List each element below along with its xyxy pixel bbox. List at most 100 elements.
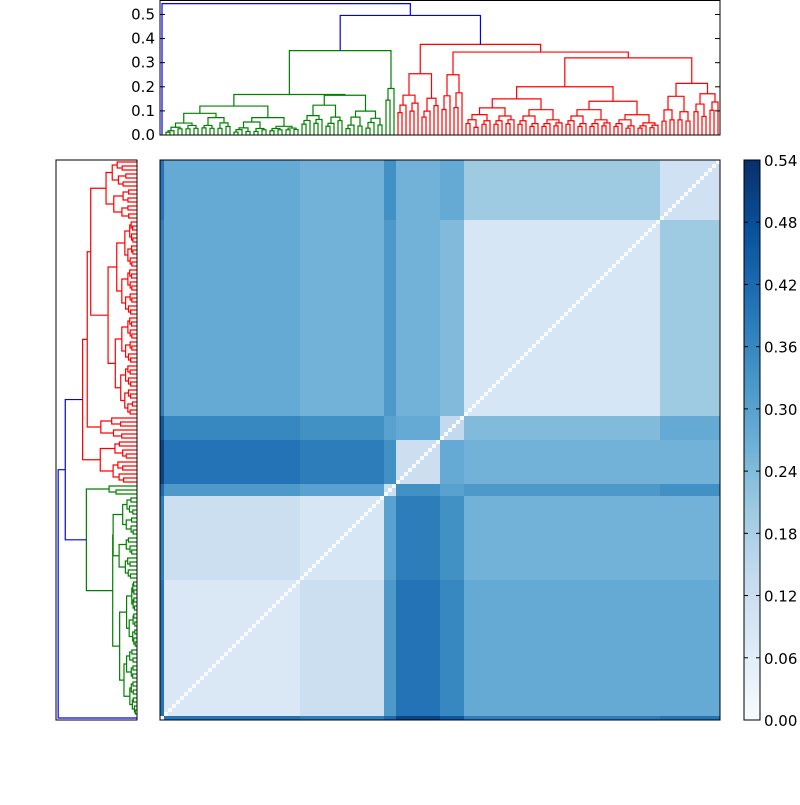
heatmap-diagonal-cell xyxy=(176,700,180,704)
dendrogram-link xyxy=(131,285,137,291)
heatmap-diagonal-cell xyxy=(716,160,720,164)
heatmap-diagonal-cell xyxy=(412,464,416,468)
heatmap-diagonal-cell xyxy=(212,664,216,668)
dendrogram-link xyxy=(426,97,437,112)
dendrogram-link xyxy=(125,595,132,629)
dendrogram-link xyxy=(177,128,183,135)
dendrogram-link xyxy=(493,123,499,135)
heatmap-block xyxy=(160,160,164,220)
dendrogram-link xyxy=(129,317,137,325)
heatmap-block xyxy=(160,416,164,440)
heatmap-diagonal-cell xyxy=(500,376,504,380)
dendrogram-link xyxy=(130,245,137,253)
heatmap-diagonal-cell xyxy=(220,656,224,660)
dendrogram-link xyxy=(131,587,134,605)
dendrogram-link xyxy=(132,657,137,663)
dendrogram-link xyxy=(128,189,137,195)
heatmap-diagonal-cell xyxy=(392,484,396,488)
dendrogram-link xyxy=(130,233,137,241)
dendrogram-link xyxy=(370,117,381,125)
heatmap-diagonal-cell xyxy=(616,260,620,264)
dendrogram-link xyxy=(528,109,554,120)
dendrogram-link xyxy=(118,441,137,447)
dendrogram-link xyxy=(129,561,137,567)
heatmap-block xyxy=(660,440,720,484)
heatmap-diagonal-cell xyxy=(300,576,304,580)
heatmap-diagonal-cell xyxy=(640,236,644,240)
heatmap-block xyxy=(160,496,164,580)
dendrogram-link xyxy=(133,613,137,619)
heatmap-diagonal-cell xyxy=(680,196,684,200)
heatmap-diagonal-cell xyxy=(592,284,596,288)
dendrogram-link xyxy=(639,125,647,135)
dendrogram-link xyxy=(277,129,283,135)
heatmap-diagonal-cell xyxy=(344,532,348,536)
dendrogram-link xyxy=(132,225,137,231)
heatmap-diagonal-cell xyxy=(356,520,360,524)
heatmap-block xyxy=(300,484,384,496)
dendrogram-link xyxy=(576,109,602,120)
dendrogram-link xyxy=(129,257,137,265)
heatmap-block xyxy=(464,416,660,440)
dendrogram-link xyxy=(133,597,137,603)
dendrogram-link xyxy=(397,112,403,135)
heatmap-diagonal-cell xyxy=(292,584,296,588)
dendrogram-link xyxy=(129,393,137,399)
dendrogram-link xyxy=(132,615,135,625)
heatmap-block xyxy=(440,716,464,720)
dendrogram-link xyxy=(185,128,191,135)
dendrogram-link xyxy=(132,529,137,535)
dendrogram-link xyxy=(90,187,109,316)
dendrogram-link xyxy=(411,102,419,135)
heatmap-block xyxy=(164,440,300,484)
heatmap-diagonal-cell xyxy=(184,692,188,696)
dendrogram-link xyxy=(120,374,126,402)
dendrogram-link xyxy=(443,95,451,135)
heatmap-diagonal-cell xyxy=(316,560,320,564)
dendrogram-link xyxy=(421,116,427,135)
heatmap-diagonal-cell xyxy=(608,268,612,272)
dendrogram-link xyxy=(377,124,383,135)
dendrogram-link xyxy=(531,123,539,135)
dendrogram-link xyxy=(132,509,137,515)
dendrogram-link xyxy=(225,125,231,135)
heatmap-diagonal-cell xyxy=(244,632,248,636)
dendrogram-link xyxy=(253,130,259,135)
heatmap-block xyxy=(440,580,464,716)
heatmap-block xyxy=(660,416,720,440)
heatmap-diagonal-cell xyxy=(488,388,492,392)
heatmap-diagonal-cell xyxy=(528,348,532,352)
dendrogram-link xyxy=(313,122,319,135)
heatmap-diagonal-cell xyxy=(312,564,316,568)
heatmap-diagonal-cell xyxy=(472,404,476,408)
heatmap-diagonal-cell xyxy=(672,204,676,208)
dendrogram-link xyxy=(129,293,137,301)
heatmap-diagonal-cell xyxy=(544,332,548,336)
heatmap-diagonal-cell xyxy=(264,612,268,616)
dendrogram-link xyxy=(132,599,135,609)
heatmap-diagonal-cell xyxy=(236,640,240,644)
dendrogram-link xyxy=(387,87,395,135)
dendrogram-link xyxy=(134,641,137,647)
heatmap-diagonal-cell xyxy=(352,524,356,528)
heatmap-diagonal-cell xyxy=(644,232,648,236)
y-tick-label: 0.5 xyxy=(131,5,155,23)
heatmap-diagonal-cell xyxy=(424,452,428,456)
heatmap-diagonal-cell xyxy=(664,212,668,216)
heatmap-diagonal-cell xyxy=(712,164,716,168)
dendrogram-link xyxy=(399,104,407,135)
dendrogram-link xyxy=(553,125,559,135)
dendrogram-link xyxy=(594,119,608,124)
heatmap-diagonal-cell xyxy=(428,448,432,452)
heatmap-block xyxy=(464,496,660,580)
heatmap-diagonal-cell xyxy=(624,252,628,256)
heatmap-diagonal-cell xyxy=(452,424,456,428)
heatmap-block xyxy=(440,220,464,416)
colorbar-tick-label: 0.00 xyxy=(764,712,797,730)
heatmap-diagonal-cell xyxy=(204,672,208,676)
heatmap-block xyxy=(384,580,396,716)
heatmap-diagonal-cell xyxy=(200,676,204,680)
dendrogram-link xyxy=(122,181,137,187)
dendrogram-link xyxy=(124,230,130,256)
dendrogram-link xyxy=(293,128,299,135)
